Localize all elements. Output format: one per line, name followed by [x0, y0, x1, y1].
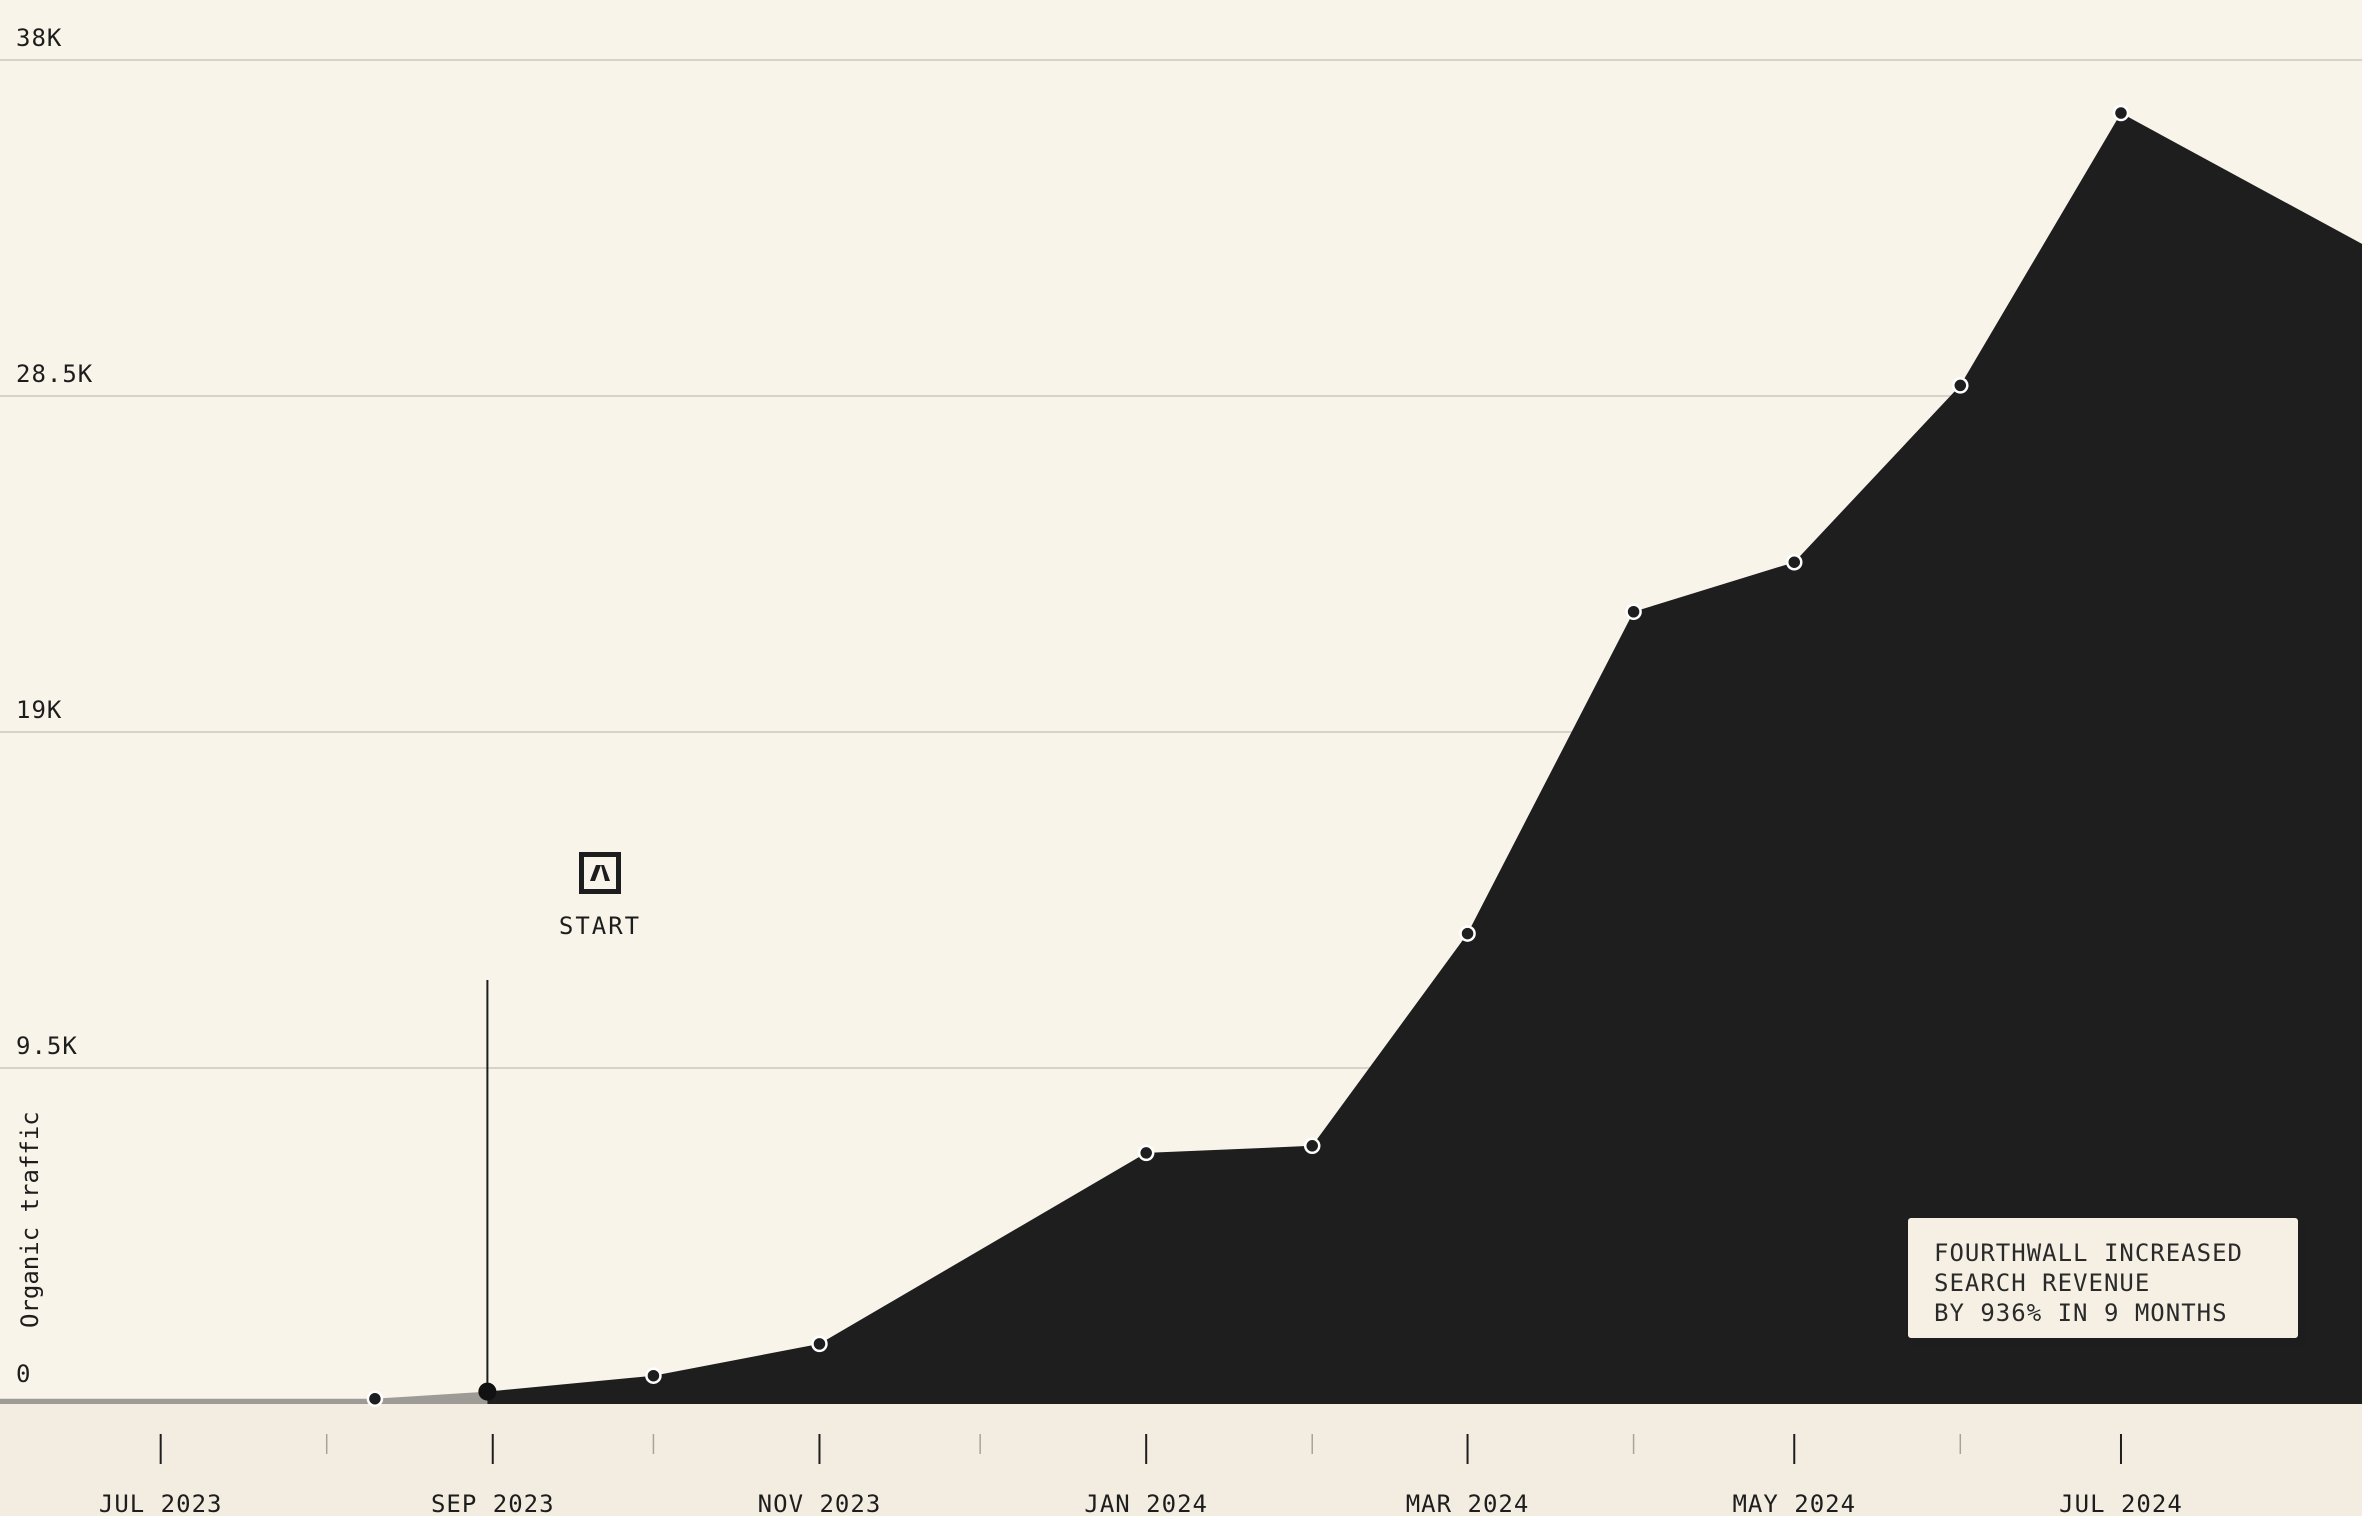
- brand-logo-icon: [579, 852, 621, 894]
- y-tick-label: 28.5K: [16, 360, 93, 388]
- annotation-line-3: BY 936% IN 9 MONTHS: [1934, 1299, 2228, 1327]
- start-point: [478, 1382, 497, 1401]
- start-label: START: [558, 912, 642, 940]
- data-point: [2112, 104, 2130, 122]
- y-tick-label: 9.5K: [16, 1032, 78, 1060]
- pre-start-area: [0, 1391, 488, 1404]
- y-tick-labels: 0 9.5K 19K 28.5K 38K: [16, 24, 93, 1388]
- x-axis-band: [0, 1404, 2362, 1516]
- data-point: [1786, 553, 1803, 571]
- y-tick-label: 19K: [16, 696, 62, 724]
- y-axis-title: Organic traffic: [16, 1111, 44, 1328]
- x-tick-label: MAY 2024: [1732, 1490, 1856, 1516]
- x-axis-ticks: JUL 2023 SEP 2023 NOV 2023 JAN 2024 MAR 2024…: [99, 1434, 2183, 1516]
- traffic-area: [487, 113, 2362, 1405]
- x-tick-label: SEP 2023: [431, 1490, 555, 1516]
- data-markers: [366, 104, 2130, 1407]
- x-tick-label: JUL 2024: [2059, 1490, 2183, 1516]
- area-layer: [0, 113, 2362, 1405]
- annotation-line-2: SEARCH REVENUE: [1934, 1269, 2151, 1297]
- x-tick-label: JUL 2023: [99, 1490, 223, 1516]
- data-point: [645, 1367, 662, 1384]
- data-point: [1952, 377, 1969, 394]
- x-tick-label: NOV 2023: [758, 1490, 882, 1516]
- data-point: [1625, 603, 1642, 620]
- data-point: [366, 1390, 384, 1407]
- start-marker: START: [520, 852, 680, 940]
- data-point: [1303, 1137, 1321, 1155]
- y-tick-label: 0: [16, 1360, 31, 1388]
- annotation-line-1: FOURTHWALL INCREASED: [1934, 1239, 2243, 1267]
- data-point: [811, 1335, 828, 1353]
- data-point: [1137, 1144, 1155, 1162]
- x-tick-label: JAN 2024: [1084, 1490, 1208, 1516]
- y-tick-label: 38K: [16, 24, 62, 52]
- annotation-callout: FOURTHWALL INCREASED SEARCH REVENUE BY 9…: [1906, 1216, 2300, 1340]
- x-tick-label: MAR 2024: [1406, 1490, 1530, 1516]
- data-point: [1459, 925, 1476, 942]
